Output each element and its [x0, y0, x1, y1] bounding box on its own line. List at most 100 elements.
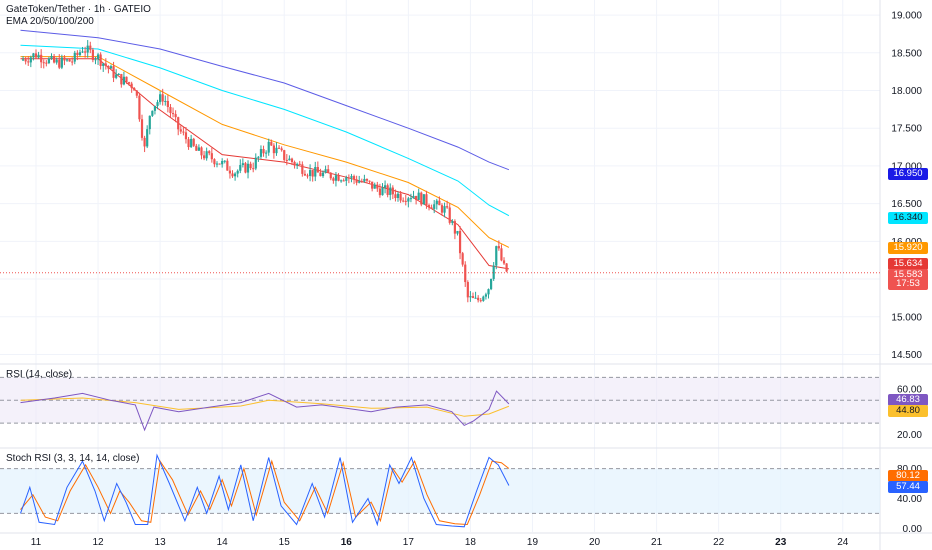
candle-body: [277, 147, 281, 149]
candle-body: [479, 300, 482, 302]
candle-body: [391, 187, 394, 195]
price-tag: 16.340: [888, 212, 928, 224]
stoch-tick-label: 0.00: [903, 524, 923, 535]
candle-body: [285, 159, 288, 161]
candle-body: [156, 102, 159, 106]
candle-body: [265, 152, 268, 154]
candle-body: [489, 278, 493, 290]
candle-body: [104, 63, 107, 67]
candle-body: [329, 172, 332, 179]
candle-body: [21, 59, 25, 61]
candle-body: [239, 164, 242, 171]
candle-body: [453, 221, 456, 234]
candle-body: [456, 230, 459, 234]
candle-body: [474, 297, 477, 299]
candle-body: [306, 175, 309, 177]
candle-body: [177, 117, 180, 130]
candle-body: [482, 296, 485, 301]
candle-body: [461, 253, 464, 265]
candle-body: [296, 163, 299, 166]
candle-body: [130, 83, 133, 89]
candle-body: [143, 137, 146, 147]
candle-body: [29, 57, 32, 63]
candle-body: [352, 176, 356, 180]
rsi-title: RSI (14, close): [6, 369, 73, 380]
candle-body: [223, 160, 226, 162]
stoch-band-fill: [0, 468, 880, 514]
candle-body: [427, 205, 431, 208]
candle-body: [115, 74, 118, 78]
candle-body: [257, 156, 260, 158]
candle-body: [102, 63, 105, 66]
x-tick-label: 14: [217, 537, 229, 548]
candle-body: [371, 181, 374, 189]
x-tick-label: 18: [465, 537, 477, 548]
candle-body: [319, 172, 322, 177]
x-tick-label: 20: [589, 537, 601, 548]
candle-body: [466, 282, 469, 298]
candle-body: [249, 163, 252, 169]
candle-body: [89, 45, 92, 50]
candle-body: [32, 53, 35, 58]
candle-body: [316, 166, 319, 173]
candle-body: [159, 94, 162, 103]
price-tag: 15.920: [888, 242, 928, 254]
rsi-band-fill: [0, 377, 880, 424]
candle-body: [275, 147, 278, 154]
candle-body: [438, 200, 441, 206]
candle-body: [345, 177, 348, 181]
candle-body: [430, 207, 433, 209]
candle-body: [386, 185, 389, 195]
x-tick-label: 19: [527, 537, 539, 548]
candle-body: [448, 207, 451, 223]
candle-body: [417, 192, 420, 200]
candle-body: [68, 59, 71, 62]
candle-body: [218, 163, 221, 165]
candle-body: [477, 297, 480, 301]
x-tick-label: 15: [279, 537, 291, 548]
x-tick-label: 22: [713, 537, 725, 548]
candle-body: [195, 145, 198, 151]
candle-body: [505, 263, 508, 272]
candle-body: [290, 158, 294, 163]
candle-body: [378, 188, 382, 196]
candle-body: [133, 88, 136, 91]
candle-body: [254, 157, 257, 169]
rsi-tick-label: 60.00: [897, 384, 922, 395]
candle-body: [109, 66, 113, 69]
candle-body: [267, 141, 270, 153]
candle-body: [363, 178, 366, 182]
candle-body: [140, 119, 144, 138]
candle-body: [396, 193, 400, 199]
candle-body: [65, 59, 69, 61]
candle-body: [226, 160, 229, 171]
candle-body: [71, 61, 74, 63]
candle-body: [394, 194, 397, 199]
candle-body: [76, 52, 79, 56]
y-tick-label: 17.500: [891, 124, 922, 135]
candle-body: [42, 62, 45, 64]
candle-body: [340, 180, 343, 182]
candle-body: [84, 51, 87, 53]
stoch-value-tag: 57.44: [888, 481, 928, 493]
candle-body: [355, 179, 358, 183]
price-tag: 16.950: [888, 168, 928, 180]
candle-body: [337, 175, 340, 181]
stoch-tick-label: 40.00: [897, 494, 922, 505]
candle-body: [332, 178, 335, 181]
candle-body: [202, 155, 206, 159]
candle-body: [200, 147, 203, 156]
candle-body: [205, 151, 208, 159]
candle-body: [412, 195, 415, 199]
candle-body: [420, 192, 423, 205]
candle-body: [324, 169, 327, 173]
candle-body: [135, 90, 138, 96]
candle-body: [259, 149, 263, 157]
candle-body: [272, 145, 275, 154]
candle-body: [179, 129, 182, 132]
candle-body: [63, 57, 66, 61]
candle-body: [383, 185, 387, 188]
rsi-line: [20, 390, 510, 432]
candle-body: [270, 141, 273, 146]
